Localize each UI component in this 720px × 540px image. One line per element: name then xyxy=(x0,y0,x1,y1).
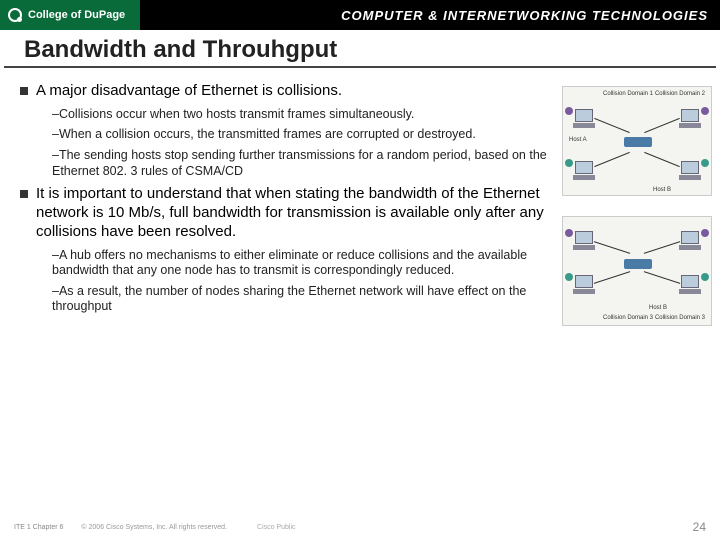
course-title: COMPUTER & INTERNETWORKING TECHNOLOGIES xyxy=(140,8,720,23)
bullet-main-2: It is important to understand that when … xyxy=(20,185,558,241)
text-column: A major disadvantage of Ethernet is coll… xyxy=(20,76,562,346)
footer-copyright: © 2006 Cisco Systems, Inc. All rights re… xyxy=(81,524,227,531)
connection-line xyxy=(644,152,680,167)
hub-icon xyxy=(624,259,652,269)
bullet-sub-2a: –A hub offers no mechanisms to either el… xyxy=(52,248,558,279)
computer-icon xyxy=(569,161,599,185)
footer-chapter: ITE 1 Chapter 6 xyxy=(14,524,63,531)
person-icon xyxy=(565,159,573,167)
diagram-label: Host A xyxy=(569,137,587,143)
bullet-sub-1b: –When a collision occurs, the transmitte… xyxy=(52,127,558,143)
footer: ITE 1 Chapter 6 © 2006 Cisco Systems, In… xyxy=(0,520,720,534)
collision-diagram-2: Host B Collision Domain 3 Collision Doma… xyxy=(562,216,712,326)
bullet-sub-1c: –The sending hosts stop sending further … xyxy=(52,148,558,179)
person-icon xyxy=(565,229,573,237)
bullet-main-2-text: It is important to understand that when … xyxy=(36,185,558,241)
diagram-label: Collision Domain 3 xyxy=(603,315,653,321)
logo-text: College of DuPage xyxy=(28,9,125,21)
bullet-main-1-text: A major disadvantage of Ethernet is coll… xyxy=(36,82,342,101)
computer-icon xyxy=(675,161,705,185)
bullet-square-icon xyxy=(20,190,28,198)
computer-icon xyxy=(569,275,599,299)
diagram-label: Collision Domain 1 xyxy=(603,91,653,97)
bullet-sub-2b: –As a result, the number of nodes sharin… xyxy=(52,284,558,315)
diagram-label: Host B xyxy=(649,305,667,311)
person-icon xyxy=(565,107,573,115)
diagram-label: Collision Domain 2 xyxy=(655,91,705,97)
bullet-main-1: A major disadvantage of Ethernet is coll… xyxy=(20,82,558,101)
slide-title: Bandwidth and Throuhgput xyxy=(4,30,716,68)
computer-icon xyxy=(569,109,599,133)
person-icon xyxy=(701,229,709,237)
diagram-label: Collision Domain 3 xyxy=(655,315,705,321)
connection-line xyxy=(594,152,630,167)
computer-icon xyxy=(675,231,705,255)
diagram-label: Host B xyxy=(653,187,671,193)
connection-line xyxy=(594,118,630,133)
content-area: A major disadvantage of Ethernet is coll… xyxy=(0,76,720,346)
person-icon xyxy=(701,159,709,167)
logo-icon xyxy=(8,8,22,22)
computer-icon xyxy=(569,231,599,255)
hub-icon xyxy=(624,137,652,147)
person-icon xyxy=(701,273,709,281)
computer-icon xyxy=(675,275,705,299)
person-icon xyxy=(701,107,709,115)
footer-public: Cisco Public xyxy=(257,524,296,531)
connection-line xyxy=(594,271,630,284)
collision-diagram-1: Collision Domain 1 Collision Domain 2 Ho… xyxy=(562,86,712,196)
bullet-square-icon xyxy=(20,87,28,95)
diagram-column: Collision Domain 1 Collision Domain 2 Ho… xyxy=(562,76,712,346)
page-number: 24 xyxy=(693,520,706,534)
person-icon xyxy=(565,273,573,281)
bullet-sub-1a: –Collisions occur when two hosts transmi… xyxy=(52,107,558,123)
header-bar: College of DuPage COMPUTER & INTERNETWOR… xyxy=(0,0,720,30)
computer-icon xyxy=(675,109,705,133)
connection-line xyxy=(594,241,630,254)
college-logo: College of DuPage xyxy=(0,0,140,30)
